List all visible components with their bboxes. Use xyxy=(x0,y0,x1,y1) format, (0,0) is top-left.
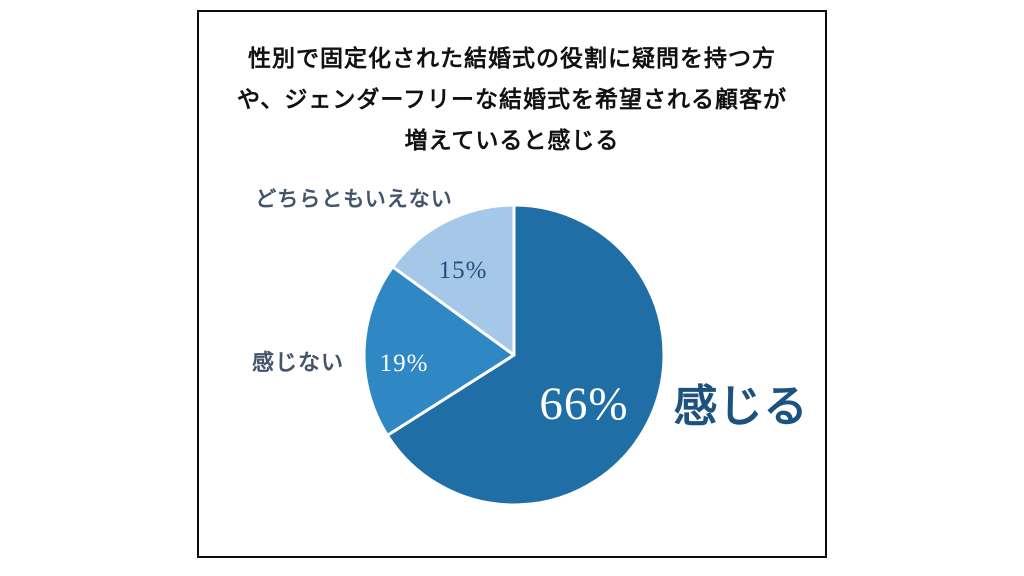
slice-percent-agree: 66% xyxy=(539,378,629,430)
chart-frame: 性別で固定化された結婚式の役割に疑問を持つ方 や、ジェンダーフリーな結婚式を希望… xyxy=(197,10,827,558)
pie-slice-agree xyxy=(385,203,666,507)
chart-title-line-1: 性別で固定化された結婚式の役割に疑問を持つ方 xyxy=(248,46,776,71)
pie-chart xyxy=(362,203,666,507)
chart-title: 性別で固定化された結婚式の役割に疑問を持つ方 や、ジェンダーフリーな結婚式を希望… xyxy=(199,38,825,161)
slice-percent-neither: 15% xyxy=(438,257,488,284)
pie-slice-disagree xyxy=(362,265,516,437)
slice-label-disagree: 感じない xyxy=(251,350,345,375)
slice-label-neither: どちらともいえない xyxy=(255,187,453,211)
chart-title-line-2: や、ジェンダーフリーな結婚式を希望される顧客が xyxy=(237,87,787,112)
pie-slice-neither xyxy=(391,203,516,357)
slice-percent-disagree: 19% xyxy=(379,350,429,377)
slice-label-agree: 感じる xyxy=(673,382,809,431)
chart-title-line-3: 増えていると感じる xyxy=(404,128,620,153)
